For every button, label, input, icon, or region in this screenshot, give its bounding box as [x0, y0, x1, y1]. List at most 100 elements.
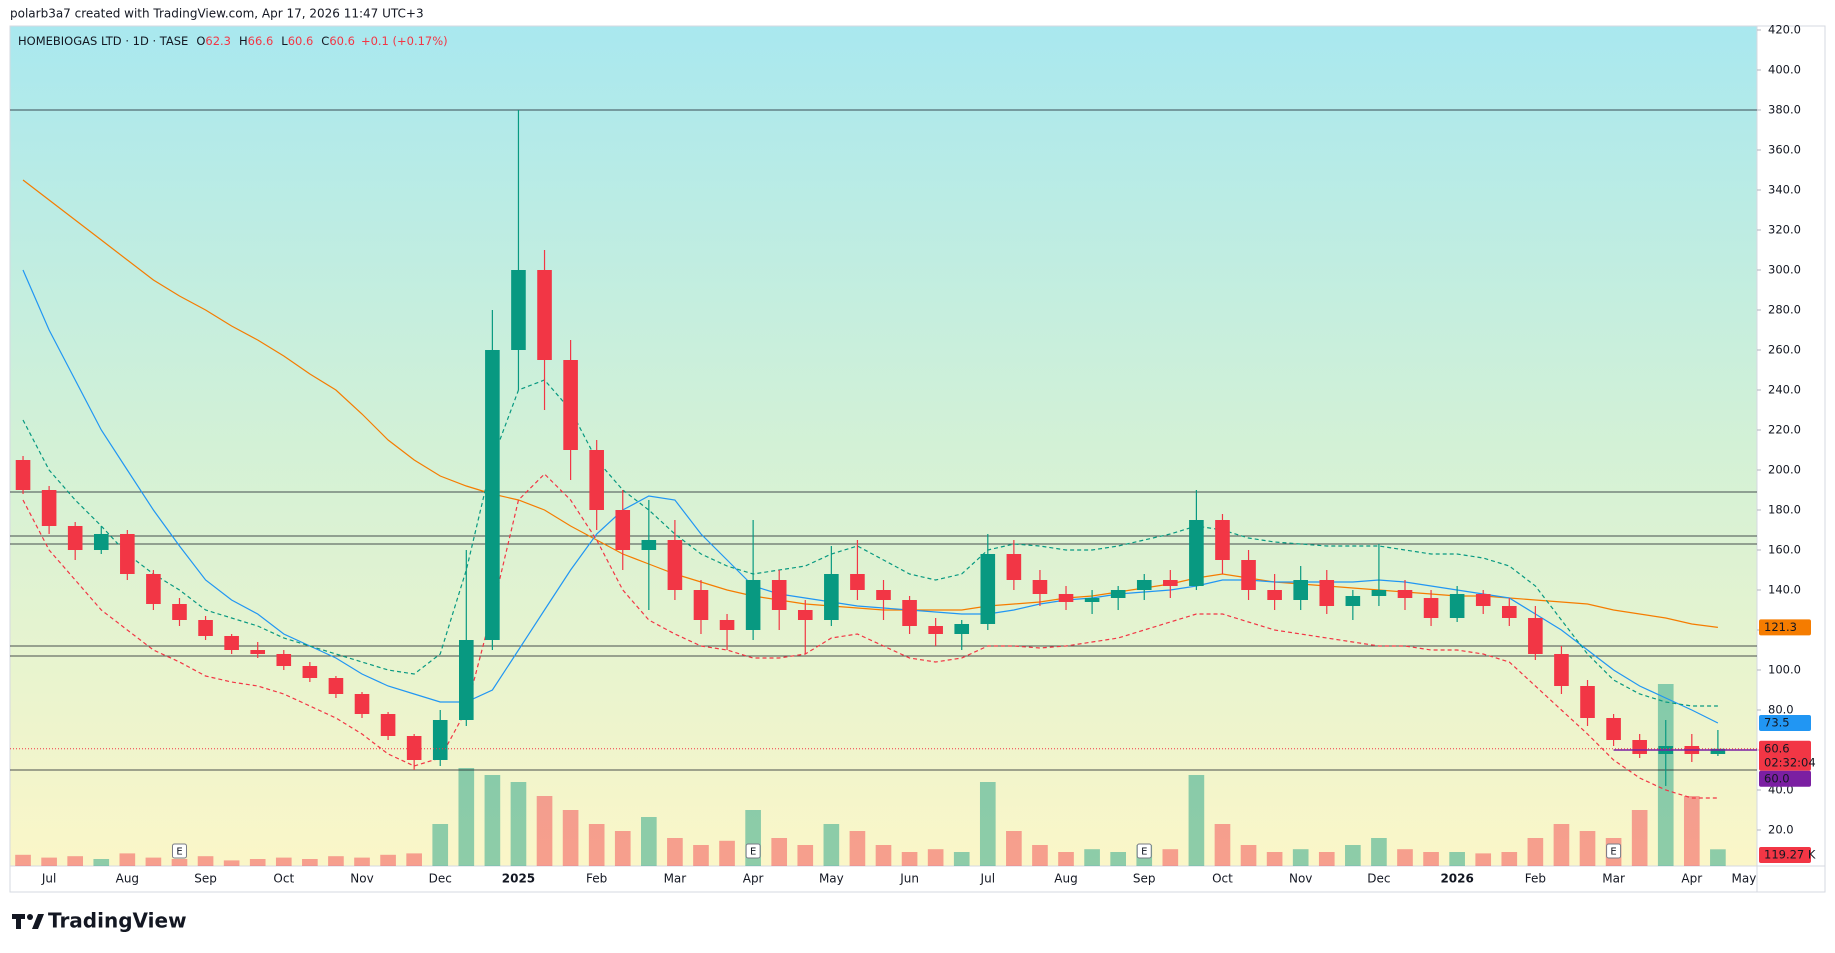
volume-label-bg [1759, 847, 1811, 863]
candle-body [41, 490, 57, 526]
x-tick-label: May [1732, 872, 1757, 886]
candle-body [354, 694, 370, 714]
x-tick-label: Jun [899, 872, 919, 886]
candle-body [1632, 740, 1647, 754]
volume-bar [275, 857, 292, 866]
candle-body [1475, 594, 1491, 606]
candle-body [120, 534, 135, 574]
x-tick-label: Feb [586, 872, 607, 886]
candle-body [67, 526, 83, 550]
candle-body [1006, 554, 1022, 580]
volume-bar [562, 810, 579, 866]
x-tick-label: 2026 [1440, 872, 1473, 886]
candle-body [928, 626, 943, 634]
volume-bar [67, 856, 84, 866]
volume-bar [823, 824, 840, 866]
volume-bar [693, 845, 709, 866]
volume-bar [93, 859, 110, 866]
volume-bar [1631, 810, 1648, 866]
candle-body [954, 624, 970, 634]
y-tick-label: 340.0 [1768, 183, 1801, 197]
candle-body [276, 654, 292, 666]
legend: HOMEBIOGAS LTD · 1D · TASE O62.3 H66.6 L60.… [18, 34, 448, 48]
candle-body [1241, 560, 1256, 590]
x-tick-label: Aug [116, 872, 139, 886]
y-tick-label: 420.0 [1768, 23, 1801, 37]
candle-body [432, 720, 448, 760]
x-tick-label: Sep [194, 872, 217, 886]
volume-bar [1214, 824, 1231, 866]
candle-body [1528, 618, 1543, 654]
y-tick-label: 220.0 [1768, 423, 1801, 437]
volume-bar [1110, 852, 1126, 866]
candle-body [1032, 580, 1048, 594]
event-label: E [1610, 847, 1616, 858]
candle-body [1319, 580, 1335, 606]
candle-body [1267, 590, 1282, 600]
legend-item: HOMEBIOGAS LTD · 1D · TASE [18, 34, 188, 48]
candle-body [615, 510, 631, 550]
x-tick-label: Feb [1525, 872, 1546, 886]
volume-bar [953, 852, 970, 866]
y-tick-label: 300.0 [1768, 263, 1801, 277]
event-box [745, 843, 761, 859]
volume-bar [1162, 849, 1179, 866]
support-label: 60.0 [1764, 771, 1790, 785]
x-tick-label: Oct [1212, 872, 1233, 886]
candle-body [1136, 580, 1152, 590]
indicator-line [22, 379, 1718, 707]
candle-body [1423, 598, 1439, 618]
candle-body [1710, 748, 1726, 754]
logo-dot [27, 914, 33, 920]
volume-bar [1318, 852, 1335, 866]
blue-label: 73.5 [1764, 716, 1790, 730]
candle-body [459, 640, 474, 720]
legend-item: C [321, 34, 329, 48]
volume-bar [1006, 831, 1022, 866]
x-tick-label: May [819, 872, 844, 886]
candle-body [537, 270, 552, 360]
candle-body [850, 574, 865, 590]
x-tick-label: Nov [1289, 872, 1312, 886]
y-tick-label: 20.0 [1768, 823, 1794, 837]
y-tick-label: 280.0 [1768, 303, 1801, 317]
volume-bar [328, 856, 344, 866]
volume-bar [458, 768, 475, 866]
candle-body [93, 534, 109, 550]
volume-bar [41, 857, 57, 866]
candle-body [485, 350, 500, 640]
candle-body [1110, 590, 1126, 598]
legend-item: 60.6 [329, 34, 355, 48]
plot-bg [10, 26, 1757, 866]
volume-label: 119.27 K [1764, 848, 1816, 862]
volume-bar [588, 824, 605, 866]
y-tick-label: 240.0 [1768, 383, 1801, 397]
candle-body [172, 604, 187, 620]
volume-bar [1475, 853, 1492, 866]
x-tick-label: Dec [429, 872, 452, 886]
candle-body [1580, 686, 1595, 718]
volume-bar [1292, 849, 1309, 866]
volume-bar [667, 838, 683, 866]
volume-bar [1371, 838, 1387, 866]
candle-body [1084, 598, 1100, 602]
volume-bar [1058, 852, 1074, 866]
y-tick-label: 160.0 [1768, 543, 1801, 557]
candle-body [1163, 580, 1178, 586]
candle-body [146, 574, 161, 604]
candle-body [719, 620, 735, 630]
volume-bar [249, 859, 266, 866]
support-label-bg [1759, 770, 1811, 787]
volume-bar [1579, 831, 1596, 866]
event-box [1606, 843, 1622, 859]
candle-body [693, 590, 709, 620]
event-box [171, 843, 187, 859]
y-tick-label: 100.0 [1768, 663, 1801, 677]
x-tick-label: Apr [1681, 872, 1702, 886]
y-tick-label: 200.0 [1768, 463, 1801, 477]
y-tick-label: 80.0 [1768, 703, 1794, 717]
event-label: E [176, 847, 182, 858]
candle-body [876, 590, 891, 600]
y-tick-label: 380.0 [1768, 103, 1801, 117]
